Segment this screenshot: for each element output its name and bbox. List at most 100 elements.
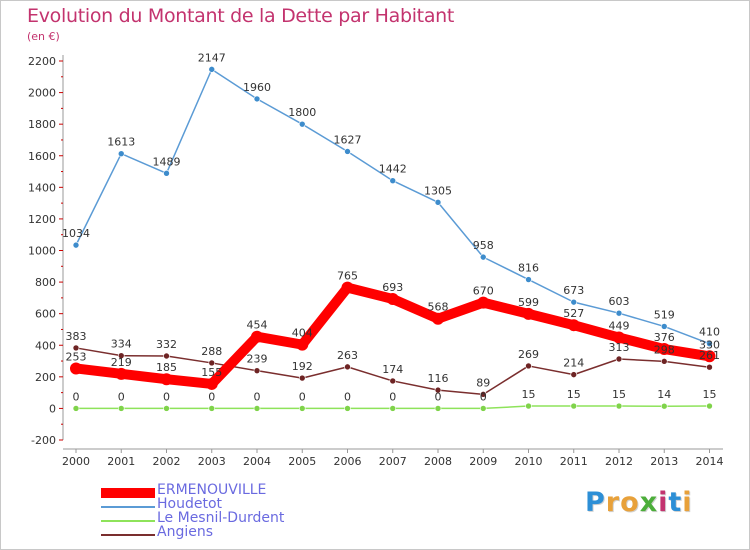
data-label: 192 xyxy=(292,360,313,373)
data-point xyxy=(706,340,713,347)
legend-label: Angiens xyxy=(157,524,214,540)
data-label: 0 xyxy=(73,390,80,403)
logo-letter: i xyxy=(658,487,669,518)
data-label: 185 xyxy=(156,361,177,374)
legend-swatch xyxy=(101,506,155,508)
data-point xyxy=(522,307,535,320)
data-label: 1613 xyxy=(107,136,135,149)
legend-swatch xyxy=(101,520,155,522)
y-tick-label: 200 xyxy=(35,371,56,384)
data-point xyxy=(208,66,216,73)
data-point xyxy=(70,362,82,375)
legend-item: Houdetot xyxy=(101,496,361,513)
data-label: 0 xyxy=(163,390,170,403)
logo-letter: i xyxy=(682,487,693,518)
data-label: 1627 xyxy=(334,133,362,146)
data-label: 454 xyxy=(247,319,268,332)
data-label: 0 xyxy=(389,390,396,403)
legend-swatch xyxy=(101,534,155,536)
data-point xyxy=(117,352,125,359)
data-point xyxy=(344,148,351,155)
y-tick-label: 400 xyxy=(35,339,56,352)
unit-label: (en €) xyxy=(27,30,60,43)
data-label: 313 xyxy=(609,341,630,354)
data-point xyxy=(208,359,216,367)
x-tick-label: 2002 xyxy=(153,455,181,468)
data-label: 334 xyxy=(111,338,132,351)
chart-title: Evolution du Montant de la Dette par Hab… xyxy=(27,5,455,27)
data-label: 603 xyxy=(609,295,630,308)
x-tick-label: 2007 xyxy=(379,455,407,468)
data-point xyxy=(615,355,623,363)
y-tick-label: 2200 xyxy=(28,55,56,68)
legend-item: ERMENOUVILLE xyxy=(101,482,361,499)
data-point xyxy=(298,120,306,128)
x-tick-label: 2008 xyxy=(424,455,452,468)
data-point xyxy=(479,405,487,412)
data-point xyxy=(389,377,397,385)
data-point xyxy=(613,331,625,344)
data-label: 0 xyxy=(344,390,351,403)
data-label: 0 xyxy=(299,390,306,403)
data-point xyxy=(72,241,80,249)
data-label: 816 xyxy=(518,262,539,275)
x-tick-label: 2011 xyxy=(560,455,588,468)
logo-letter: x xyxy=(639,487,659,518)
data-point xyxy=(432,312,444,325)
y-tick-label: 1800 xyxy=(28,118,56,131)
data-point xyxy=(253,367,261,374)
data-point xyxy=(434,386,442,394)
data-label: 14 xyxy=(657,388,671,401)
data-label: 958 xyxy=(473,239,494,252)
proxiti-logo: Proxiti xyxy=(585,487,693,518)
y-tick-label: 1600 xyxy=(28,150,56,163)
data-point xyxy=(160,373,173,386)
data-label: 383 xyxy=(66,330,87,343)
x-tick-label: 2005 xyxy=(288,455,316,468)
data-point xyxy=(205,377,218,390)
legend-label: Houdetot xyxy=(157,496,223,512)
data-point xyxy=(615,402,623,410)
x-tick-label: 2004 xyxy=(243,455,271,468)
data-label: 0 xyxy=(254,390,261,403)
data-label: 330 xyxy=(699,338,720,351)
data-label: 449 xyxy=(609,320,630,333)
legend-swatch xyxy=(101,488,155,498)
data-label: 410 xyxy=(699,326,720,339)
y-tick-label: 1000 xyxy=(28,245,56,258)
data-label: 298 xyxy=(654,343,675,356)
y-tick-label: 800 xyxy=(35,276,56,289)
x-tick-label: 2006 xyxy=(334,455,362,468)
data-point xyxy=(567,319,580,332)
legend: ERMENOUVILLE Houdetot Le Mesnil-Durdent Ang… xyxy=(101,482,361,541)
data-point xyxy=(341,281,354,294)
logo-letter: t xyxy=(668,487,683,518)
data-point xyxy=(434,199,442,206)
data-label: 15 xyxy=(567,388,581,401)
data-point xyxy=(72,344,80,352)
data-point xyxy=(434,405,442,412)
data-point xyxy=(117,150,125,157)
data-point xyxy=(298,374,306,382)
data-point xyxy=(525,362,532,370)
x-tick-label: 2014 xyxy=(696,455,724,468)
data-point xyxy=(570,298,578,306)
data-label: 15 xyxy=(703,388,717,401)
logo-letter: o xyxy=(620,487,640,518)
data-label: 376 xyxy=(654,331,675,344)
data-point xyxy=(296,338,309,351)
data-label: 239 xyxy=(247,353,268,366)
data-label: 214 xyxy=(563,357,584,370)
data-point xyxy=(117,405,125,412)
data-point xyxy=(115,367,128,380)
data-point xyxy=(570,371,578,378)
legend-label: ERMENOUVILLE xyxy=(157,482,267,498)
y-tick-label: 600 xyxy=(35,308,56,321)
y-tick-label: 1200 xyxy=(28,213,56,226)
data-label: 2147 xyxy=(198,51,226,64)
data-label: 599 xyxy=(518,296,539,309)
data-label: 332 xyxy=(156,338,177,351)
legend-item: Le Mesnil-Durdent xyxy=(101,510,361,527)
data-point xyxy=(386,292,399,305)
